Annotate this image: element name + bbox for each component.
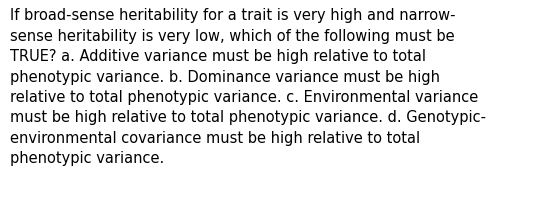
Text: If broad-sense heritability for a trait is very high and narrow-
sense heritabil: If broad-sense heritability for a trait … xyxy=(10,8,486,166)
